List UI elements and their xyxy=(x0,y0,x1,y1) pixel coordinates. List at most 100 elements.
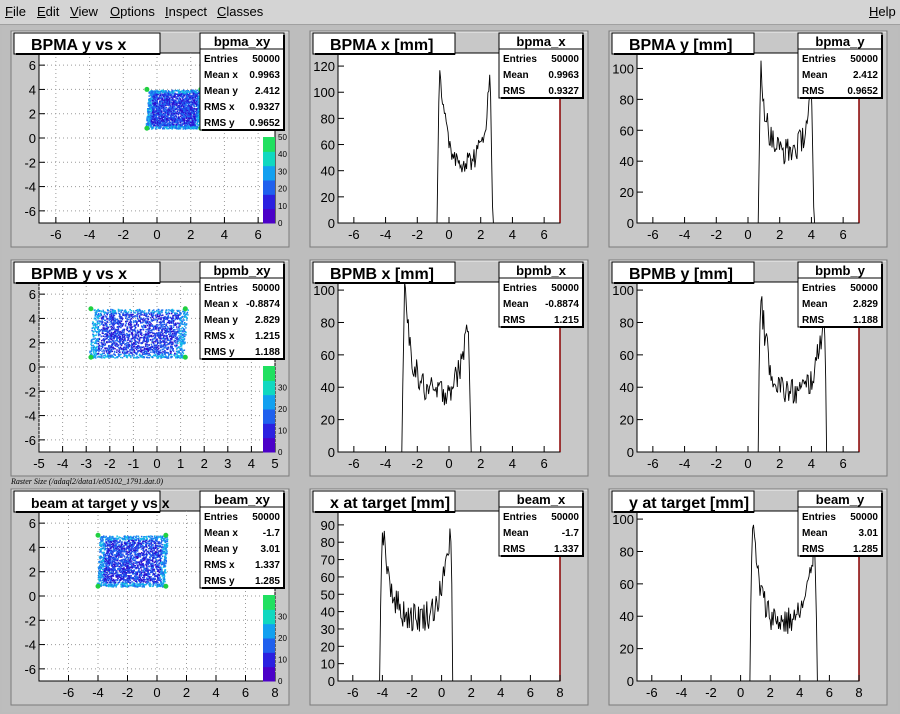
heat-cell xyxy=(180,354,183,357)
heat-cell xyxy=(176,93,179,96)
heat-cell xyxy=(139,309,141,312)
x-tick-label: -4 xyxy=(92,685,104,700)
heat-cell xyxy=(102,330,105,332)
heat-cell xyxy=(101,353,103,356)
heat-cell xyxy=(196,92,199,94)
heat-cell xyxy=(170,322,173,324)
heat-cell xyxy=(158,107,161,109)
menu-options[interactable]: Options xyxy=(110,4,155,19)
heat-cell xyxy=(187,105,190,108)
heat-cell xyxy=(153,317,155,320)
heat-cell xyxy=(148,101,150,104)
menu-edit[interactable]: Edit xyxy=(37,4,60,19)
heat-cell xyxy=(134,330,136,332)
heat-cell xyxy=(160,114,162,117)
heat-cell xyxy=(104,347,107,350)
heat-cell xyxy=(181,123,183,125)
heat-cell xyxy=(125,320,128,322)
heat-cell xyxy=(159,121,162,123)
menu-classes[interactable]: Classes xyxy=(217,4,264,19)
menu-view[interactable]: View xyxy=(70,4,98,19)
heat-cell xyxy=(168,121,171,123)
heat-cell xyxy=(175,121,178,124)
heat-cell xyxy=(179,93,181,95)
heat-cell xyxy=(182,123,184,125)
x-tick-label: -2 xyxy=(122,685,134,700)
heat-cell xyxy=(97,339,100,342)
heat-cell xyxy=(108,317,110,320)
heat-cell xyxy=(130,329,132,331)
heat-cell xyxy=(147,332,150,335)
menu-help[interactable]: Help xyxy=(869,4,896,19)
heat-cell xyxy=(110,329,113,331)
heat-cell xyxy=(135,341,138,343)
heat-cell xyxy=(147,113,150,115)
heat-cell xyxy=(181,348,183,351)
heat-cell xyxy=(147,117,150,119)
heat-cell xyxy=(152,96,155,99)
heat-cell xyxy=(121,336,124,338)
menu-file[interactable]: File xyxy=(5,4,26,19)
heat-cell xyxy=(166,99,168,101)
heat-cell xyxy=(167,316,170,319)
heat-cell xyxy=(178,329,180,332)
heat-cell xyxy=(132,320,135,322)
heat-cell xyxy=(145,356,148,359)
heat-cell xyxy=(162,537,164,540)
heat-cell xyxy=(132,336,134,339)
heat-cell xyxy=(190,125,192,128)
heat-cell xyxy=(172,342,174,345)
heat-cell xyxy=(181,316,184,319)
heat-cell xyxy=(172,126,175,129)
heat-cell xyxy=(164,311,167,314)
heat-cell xyxy=(126,336,128,338)
y-tick-label: -2 xyxy=(24,155,36,170)
heat-cell xyxy=(145,345,147,348)
heat-cell xyxy=(168,101,170,104)
heat-cell xyxy=(123,348,125,351)
heat-cell xyxy=(182,315,184,318)
chart-title: BPMB x [mm] xyxy=(330,266,434,283)
heat-cell xyxy=(174,96,177,98)
heat-cell xyxy=(161,100,163,102)
heat-cell xyxy=(181,99,183,102)
heat-cell xyxy=(126,320,129,322)
heat-cell xyxy=(172,110,175,112)
heat-cell xyxy=(164,115,167,117)
heat-cell xyxy=(163,341,165,344)
heat-cell xyxy=(181,321,184,323)
heat-cell xyxy=(178,97,180,99)
heat-cell xyxy=(140,355,143,357)
stats-label: RMS xyxy=(802,315,825,326)
heat-cell xyxy=(147,116,150,118)
heat-cell xyxy=(183,119,185,121)
heat-cell xyxy=(137,347,140,350)
heat-cell xyxy=(195,99,198,102)
heat-cell xyxy=(99,320,101,323)
heat-cell xyxy=(179,345,181,348)
menu-inspect[interactable]: Inspect xyxy=(165,4,207,19)
heat-cell xyxy=(186,113,188,116)
heat-cell xyxy=(159,112,161,114)
heat-cell xyxy=(118,349,120,351)
stats-value: 50000 xyxy=(850,54,878,65)
heat-cell xyxy=(186,93,189,95)
heat-cell xyxy=(181,91,184,94)
heat-cell xyxy=(163,115,165,118)
heat-cell xyxy=(167,123,170,126)
heat-cell xyxy=(115,322,118,324)
heat-cell xyxy=(141,326,144,328)
heat-cell xyxy=(104,338,106,341)
heat-cell xyxy=(179,355,182,357)
heat-cell xyxy=(156,556,158,558)
heat-cell xyxy=(147,119,150,122)
heat-cell xyxy=(145,351,148,353)
heat-cell xyxy=(175,101,177,103)
heat-cell xyxy=(170,353,173,356)
heat-cell xyxy=(149,331,152,334)
heat-cell xyxy=(169,103,171,105)
y-tick-label: 6 xyxy=(29,58,36,73)
x-tick-label: 0 xyxy=(445,456,452,471)
heat-cell xyxy=(136,320,138,323)
heat-cell xyxy=(182,95,185,97)
